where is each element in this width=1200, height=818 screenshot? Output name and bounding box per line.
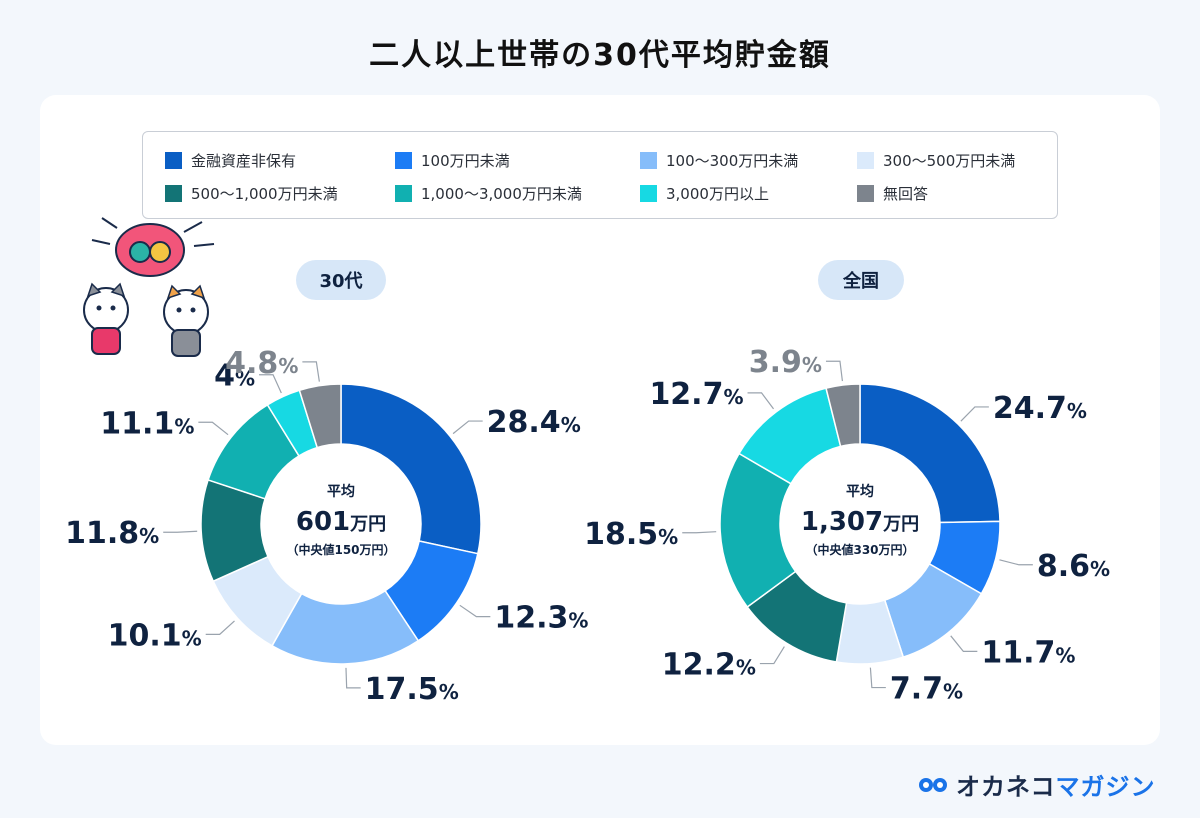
leader-line bbox=[999, 559, 1033, 566]
leader-line bbox=[747, 392, 775, 410]
leader-line bbox=[452, 420, 483, 435]
legend-label: 金融資産非保有 bbox=[191, 152, 297, 170]
legend-swatch bbox=[857, 152, 874, 169]
legend-swatch bbox=[640, 185, 657, 202]
legend-item: 金融資産非保有 bbox=[165, 150, 296, 171]
leader-line bbox=[682, 531, 717, 534]
leader-line bbox=[345, 667, 361, 689]
donut-slice bbox=[298, 383, 342, 449]
slice-label: 4.8% bbox=[225, 346, 298, 381]
slice-label: 11.1% bbox=[100, 406, 194, 441]
slice-label: 10.1% bbox=[108, 618, 202, 653]
brand-logo: オカネコ マガジン bbox=[918, 767, 1156, 802]
slice-label: 8.6% bbox=[1037, 549, 1110, 584]
leader-line bbox=[759, 646, 785, 665]
mascot-illustration bbox=[83, 217, 215, 357]
legend-item: 300〜500万円未満 bbox=[857, 150, 1015, 171]
legend-label: 1,000〜3,000万円未満 bbox=[421, 185, 582, 203]
legend-swatch bbox=[395, 152, 412, 169]
slice-label: 11.7% bbox=[981, 635, 1075, 670]
cat-icon bbox=[163, 284, 209, 357]
legend-label: 無回答 bbox=[883, 185, 929, 203]
legend-swatch bbox=[640, 152, 657, 169]
legend-swatch bbox=[165, 152, 182, 169]
slice-label: 7.7% bbox=[890, 672, 963, 707]
brand-name: オカネコ bbox=[956, 773, 1056, 801]
slice-label: 24.7% bbox=[993, 391, 1087, 426]
legend-label: 500〜1,000万円未満 bbox=[191, 185, 338, 203]
leader-line bbox=[869, 667, 886, 689]
donut-slice bbox=[859, 383, 1001, 524]
slice-label: 12.2% bbox=[662, 648, 756, 683]
center-median: （中央値330万円） bbox=[805, 542, 914, 557]
legend: 金融資産非保有 100万円未満 100〜300万円未満 300〜500万円未満 … bbox=[142, 131, 1058, 219]
slice-label: 17.5% bbox=[365, 672, 459, 707]
slice-label: 28.4% bbox=[487, 405, 581, 440]
slice-label: 12.3% bbox=[494, 601, 588, 636]
center-value: 1,307万円 bbox=[801, 507, 919, 537]
legend-swatch bbox=[165, 185, 182, 202]
leader-line bbox=[163, 530, 198, 533]
legend-label: 300〜500万円未満 bbox=[883, 152, 1016, 170]
leader-line bbox=[302, 361, 320, 382]
center-value: 601万円 bbox=[296, 507, 386, 537]
chart-group-label-30s: 30代 bbox=[296, 260, 386, 300]
slice-label: 18.5% bbox=[584, 517, 678, 552]
legend-item: 100〜300万円未満 bbox=[640, 150, 798, 171]
legend-item: 3,000万円以上 bbox=[640, 183, 769, 204]
legend-label: 3,000万円以上 bbox=[666, 185, 769, 203]
donut-slice bbox=[825, 383, 861, 448]
donut-slice bbox=[340, 383, 482, 555]
slice-label: 4% bbox=[214, 359, 255, 394]
leader-line bbox=[259, 374, 282, 394]
center-label: 平均 bbox=[846, 483, 874, 500]
leader-line bbox=[950, 635, 978, 652]
glasses-logo-icon bbox=[919, 777, 947, 792]
leader-line bbox=[198, 421, 229, 436]
center-label: 平均 bbox=[327, 483, 355, 500]
legend-label: 100万円未満 bbox=[421, 152, 510, 170]
leader-line bbox=[825, 360, 843, 382]
brand-subname: マガジン bbox=[1055, 773, 1156, 801]
legend-label: 100〜300万円未満 bbox=[666, 152, 799, 170]
legend-item: 無回答 bbox=[857, 183, 928, 204]
chart-title: 二人以上世帯の30代平均貯金額 bbox=[369, 38, 831, 73]
cat-icon bbox=[83, 282, 129, 355]
legend-item: 1,000〜3,000万円未満 bbox=[395, 183, 582, 204]
leader-line bbox=[960, 406, 989, 422]
leader-line bbox=[459, 604, 491, 618]
slice-label: 3.9% bbox=[749, 345, 822, 380]
chart-group-label-national: 全国 bbox=[818, 260, 904, 300]
legend-item: 100万円未満 bbox=[395, 150, 510, 171]
leader-line bbox=[205, 620, 235, 635]
legend-item: 500〜1,000万円未満 bbox=[165, 183, 338, 204]
legend-swatch bbox=[395, 185, 412, 202]
slice-label: 11.8% bbox=[65, 516, 159, 551]
legend-swatch bbox=[857, 185, 874, 202]
center-median: （中央値150万円） bbox=[286, 542, 395, 557]
slice-label: 12.7% bbox=[649, 377, 743, 412]
